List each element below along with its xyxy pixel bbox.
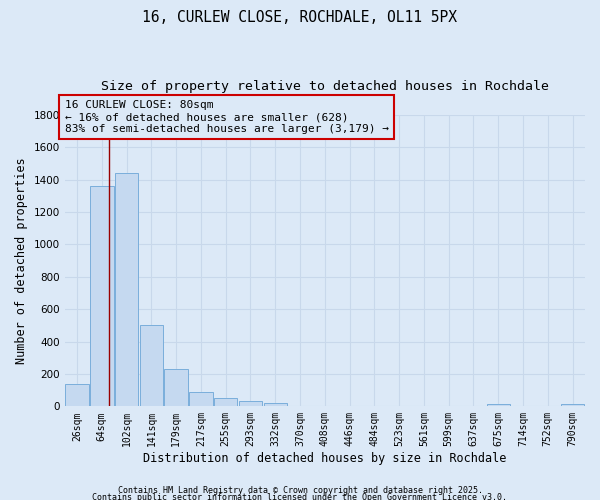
X-axis label: Distribution of detached houses by size in Rochdale: Distribution of detached houses by size … [143, 452, 506, 465]
Bar [140, 326, 163, 406]
Bar [115, 174, 139, 406]
Title: Size of property relative to detached houses in Rochdale: Size of property relative to detached ho… [101, 80, 549, 93]
Bar [239, 402, 262, 406]
Bar [214, 398, 238, 406]
Text: Contains public sector information licensed under the Open Government Licence v3: Contains public sector information licen… [92, 494, 508, 500]
Y-axis label: Number of detached properties: Number of detached properties [15, 158, 28, 364]
Bar [164, 369, 188, 406]
Bar [263, 404, 287, 406]
Bar [90, 186, 113, 406]
Text: 16, CURLEW CLOSE, ROCHDALE, OL11 5PX: 16, CURLEW CLOSE, ROCHDALE, OL11 5PX [143, 10, 458, 25]
Bar [561, 404, 584, 406]
Bar [487, 404, 510, 406]
Bar [189, 392, 213, 406]
Text: Contains HM Land Registry data © Crown copyright and database right 2025.: Contains HM Land Registry data © Crown c… [118, 486, 482, 495]
Text: 16 CURLEW CLOSE: 80sqm
← 16% of detached houses are smaller (628)
83% of semi-de: 16 CURLEW CLOSE: 80sqm ← 16% of detached… [65, 100, 389, 134]
Bar [65, 384, 89, 406]
